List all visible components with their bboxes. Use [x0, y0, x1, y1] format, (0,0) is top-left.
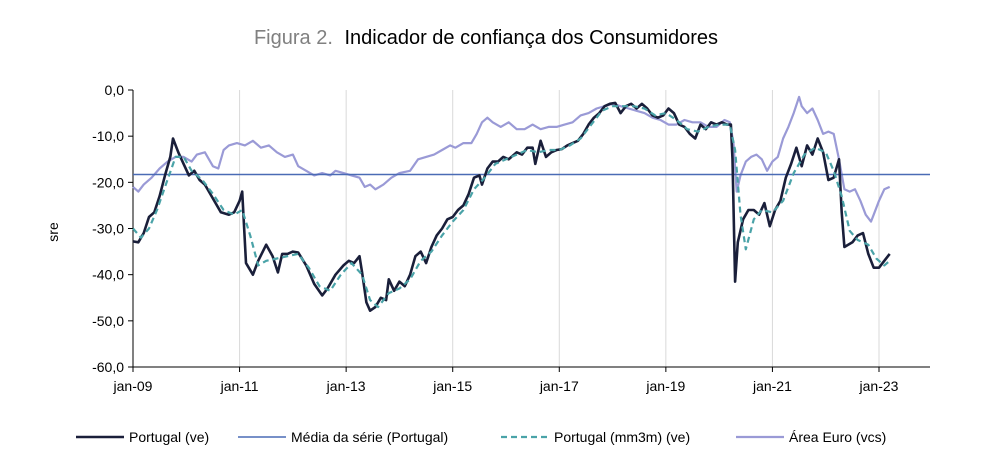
chart-title-prefix: Figura 2. [254, 27, 333, 49]
y-tick-label: -30,0 [92, 221, 124, 237]
y-tick-label: -40,0 [92, 267, 124, 283]
y-tick-label: -20,0 [92, 174, 124, 190]
y-tick-label: -50,0 [92, 313, 124, 329]
x-tick-label: jan-13 [326, 378, 366, 394]
legend: Portugal (ve) Média da série (Portugal) Po… [76, 429, 886, 445]
series-lines [132, 95, 930, 312]
x-tick-label: jan-19 [645, 378, 685, 394]
y-tick-label: 0,0 [105, 82, 125, 98]
x-tick-label: jan-23 [859, 378, 899, 394]
chart-title: Figura 2. Indicador de confiança dos Con… [254, 27, 718, 49]
legend-label: Área Euro (vcs) [789, 429, 886, 445]
series-line--rea-euro-vcs [132, 95, 891, 223]
y-axis-label: sre [45, 222, 61, 242]
vertical-gridlines [239, 90, 880, 367]
x-tick-label: jan-11 [220, 378, 259, 394]
chart-title-text: Indicador de confiança dos Consumidores [344, 27, 718, 49]
legend-label: Portugal (ve) [129, 429, 209, 445]
series-line-portugal-mm3m-ve [132, 105, 891, 309]
y-axis: 0,0 -10,0 -20,0 -30,0 -40,0 -50,0 -60,0 [92, 82, 134, 375]
x-tick-label: jan-21 [752, 378, 792, 394]
x-tick-label: jan-09 [113, 378, 153, 394]
legend-label: Portugal (mm3m) (ve) [554, 429, 690, 445]
legend-label: Média da série (Portugal) [291, 429, 448, 445]
x-tick-label: jan-17 [539, 378, 579, 394]
x-tick-label: jan-15 [432, 378, 472, 394]
y-tick-label: -60,0 [92, 359, 124, 375]
x-axis: jan-09 jan-11 jan-13 jan-15 jan-17 jan-19 jan-… [113, 366, 930, 394]
y-tick-label: -10,0 [92, 128, 124, 144]
